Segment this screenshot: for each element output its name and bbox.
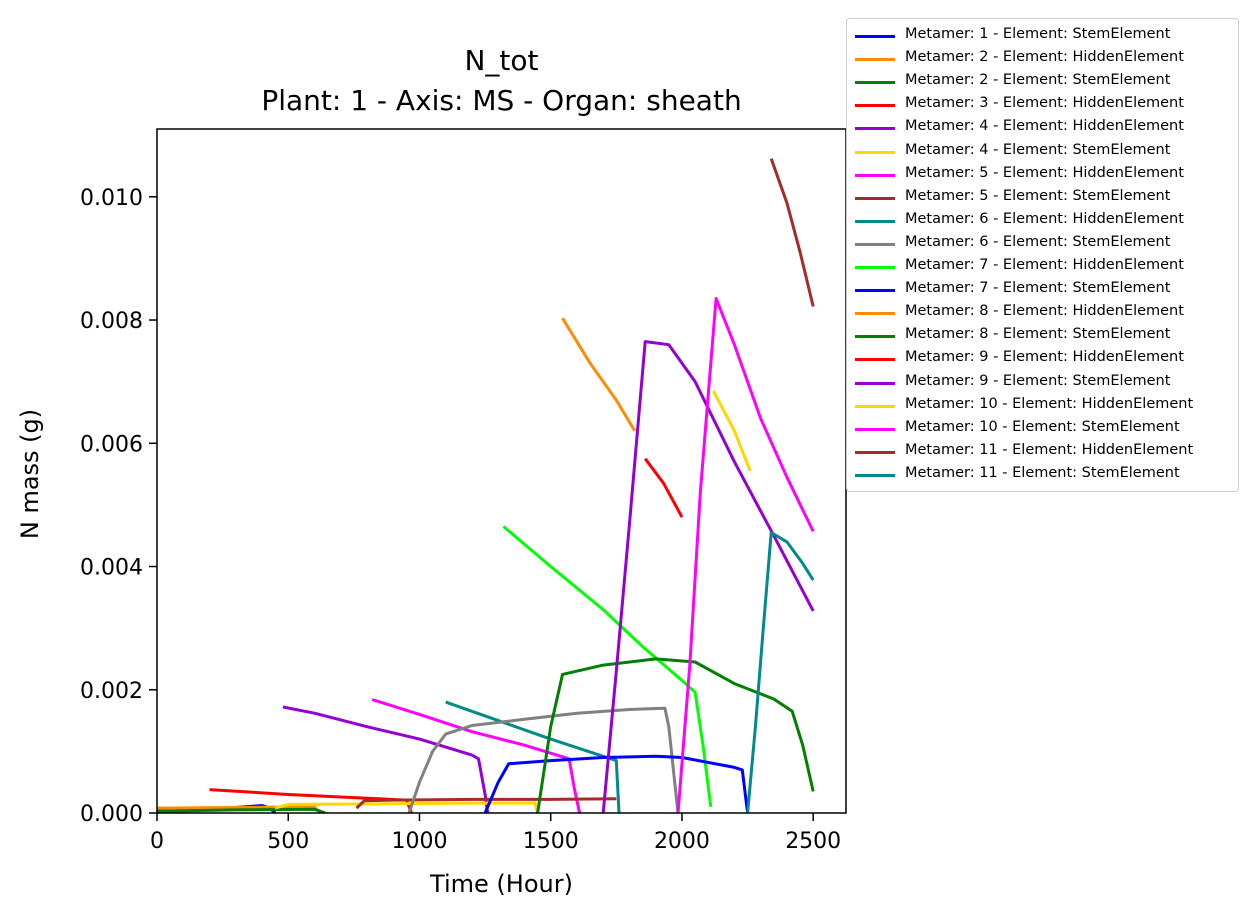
legend-swatch	[855, 473, 895, 477]
x-tick-label: 1000	[391, 829, 447, 854]
legend-label: Metamer: 4 - Element: StemElement	[905, 141, 1171, 158]
y-tick-label: 0.006	[80, 432, 143, 457]
x-tick-label: 500	[267, 829, 309, 854]
x-tick-label: 2000	[654, 829, 710, 854]
legend-swatch	[855, 266, 895, 269]
legend-item: Metamer: 11 - Element: StemElement	[853, 463, 1239, 485]
legend-swatch	[855, 242, 895, 246]
series-line-8	[355, 797, 617, 810]
legend-label: Metamer: 10 - Element: StemElement	[905, 418, 1180, 435]
legend-item: Metamer: 5 - Element: StemElement	[853, 186, 1239, 208]
legend-label: Metamer: 1 - Element: StemElement	[905, 26, 1171, 42]
legend-swatch	[855, 127, 895, 131]
legend-label: Metamer: 7 - Element: StemElement	[905, 280, 1171, 297]
legend-label: Metamer: 2 - Element: StemElement	[905, 72, 1171, 89]
legend-label: Metamer: 10 - Element: HiddenElement	[905, 395, 1194, 412]
series-line-9	[445, 700, 621, 813]
legend-swatch	[855, 150, 895, 154]
legend-label: Metamer: 8 - Element: HiddenElement	[905, 303, 1184, 320]
legend-swatch	[855, 358, 895, 362]
y-tick-label: 0.000	[80, 802, 143, 827]
legend-swatch	[855, 289, 895, 293]
legend-label: Metamer: 3 - Element: HiddenElement	[905, 95, 1184, 112]
series-line-18	[676, 297, 815, 813]
series-line-16	[601, 340, 815, 813]
series-line-10	[407, 706, 680, 813]
series-line-6	[274, 801, 540, 813]
x-tick-label: 0	[150, 829, 164, 854]
legend-item: Metamer: 5 - Element: HiddenElement	[853, 163, 1239, 185]
series-line-17	[712, 390, 752, 472]
legend-item: Metamer: 10 - Element: StemElement	[853, 417, 1239, 439]
chart-title: N_tot	[464, 44, 539, 77]
series-line-5	[282, 705, 490, 813]
y-tick-label: 0.010	[80, 186, 143, 211]
legend-label: Metamer: 4 - Element: HiddenElement	[905, 118, 1184, 135]
series-line-11	[502, 525, 713, 807]
legend-item: Metamer: 8 - Element: HiddenElement	[853, 301, 1239, 323]
series-line-12	[483, 754, 750, 813]
legend-swatch	[855, 58, 895, 62]
x-tick-label: 2500	[785, 829, 841, 854]
legend-swatch	[855, 35, 895, 38]
legend-swatch	[855, 196, 895, 200]
legend-item: Metamer: 4 - Element: HiddenElement	[853, 116, 1239, 138]
legend-label: Metamer: 11 - Element: HiddenElement	[905, 441, 1194, 458]
series-line-15	[643, 457, 684, 518]
legend-item: Metamer: 9 - Element: StemElement	[853, 371, 1239, 393]
series-layer	[157, 158, 815, 813]
legend-swatch	[855, 104, 895, 108]
legend-label: Metamer: 7 - Element: HiddenElement	[905, 257, 1184, 273]
y-axis-label: N mass (g)	[16, 408, 44, 540]
legend-swatch	[855, 450, 895, 454]
legend-item: Metamer: 8 - Element: StemElement	[853, 324, 1239, 346]
legend-swatch	[855, 219, 895, 223]
legend-item: Metamer: 9 - Element: HiddenElement	[853, 347, 1239, 369]
y-tick-label: 0.004	[80, 556, 143, 581]
legend-swatch	[855, 173, 895, 177]
series-line-7	[371, 698, 582, 813]
legend-item: Metamer: 10 - Element: HiddenElement	[853, 394, 1239, 416]
legend-label: Metamer: 6 - Element: HiddenElement	[905, 210, 1184, 227]
legend-item: Metamer: 1 - Element: StemElement	[853, 24, 1239, 46]
legend-label: Metamer: 11 - Element: StemElement	[905, 464, 1180, 481]
legend-swatch	[855, 381, 895, 385]
legend-swatch	[855, 312, 895, 316]
legend-label: Metamer: 6 - Element: StemElement	[905, 233, 1171, 250]
legend-swatch	[855, 427, 895, 431]
axes-layer: 0 500 1000 1500 2000 2500 0.000 0.002 0.004 0.006…	[80, 128, 847, 854]
legend-label: Metamer: 9 - Element: HiddenElement	[905, 349, 1184, 366]
legend-label: Metamer: 5 - Element: StemElement	[905, 187, 1171, 204]
legend-label: Metamer: 2 - Element: HiddenElement	[905, 49, 1184, 66]
legend-swatch	[855, 335, 895, 339]
legend-item: Metamer: 2 - Element: HiddenElement	[853, 47, 1239, 69]
legend-item: Metamer: 6 - Element: HiddenElement	[853, 209, 1239, 231]
chart-subtitle: Plant: 1 - Axis: MS - Organ: sheath	[261, 84, 742, 117]
legend-swatch	[855, 404, 895, 408]
legend-item: Metamer: 6 - Element: StemElement	[853, 232, 1239, 254]
legend-item: Metamer: 4 - Element: StemElement	[853, 140, 1239, 162]
legend-item: Metamer: 11 - Element: HiddenElement	[853, 440, 1239, 462]
series-line-14	[536, 657, 815, 813]
y-tick-label: 0.008	[80, 309, 143, 334]
y-tick-label: 0.002	[80, 679, 143, 704]
legend-label: Metamer: 8 - Element: StemElement	[905, 326, 1171, 343]
plot-frame	[156, 128, 847, 814]
series-line-3	[157, 807, 326, 813]
legend-label: Metamer: 9 - Element: StemElement	[905, 372, 1171, 389]
legend-item: Metamer: 2 - Element: StemElement	[853, 70, 1239, 92]
x-axis-label: Time (Hour)	[430, 870, 573, 898]
legend-swatch	[855, 81, 895, 85]
legend-item: Metamer: 3 - Element: HiddenElement	[853, 93, 1239, 115]
series-line-19	[769, 158, 815, 307]
legend-item: Metamer: 7 - Element: HiddenElement	[853, 255, 1239, 277]
series-line-13	[561, 317, 636, 432]
legend: Metamer: 1 - Element: StemElement Metamer…	[846, 18, 1239, 492]
legend-label: Metamer: 5 - Element: HiddenElement	[905, 164, 1184, 181]
series-line-20	[746, 531, 815, 813]
x-tick-label: 1500	[523, 829, 579, 854]
legend-item: Metamer: 7 - Element: StemElement	[853, 278, 1239, 300]
